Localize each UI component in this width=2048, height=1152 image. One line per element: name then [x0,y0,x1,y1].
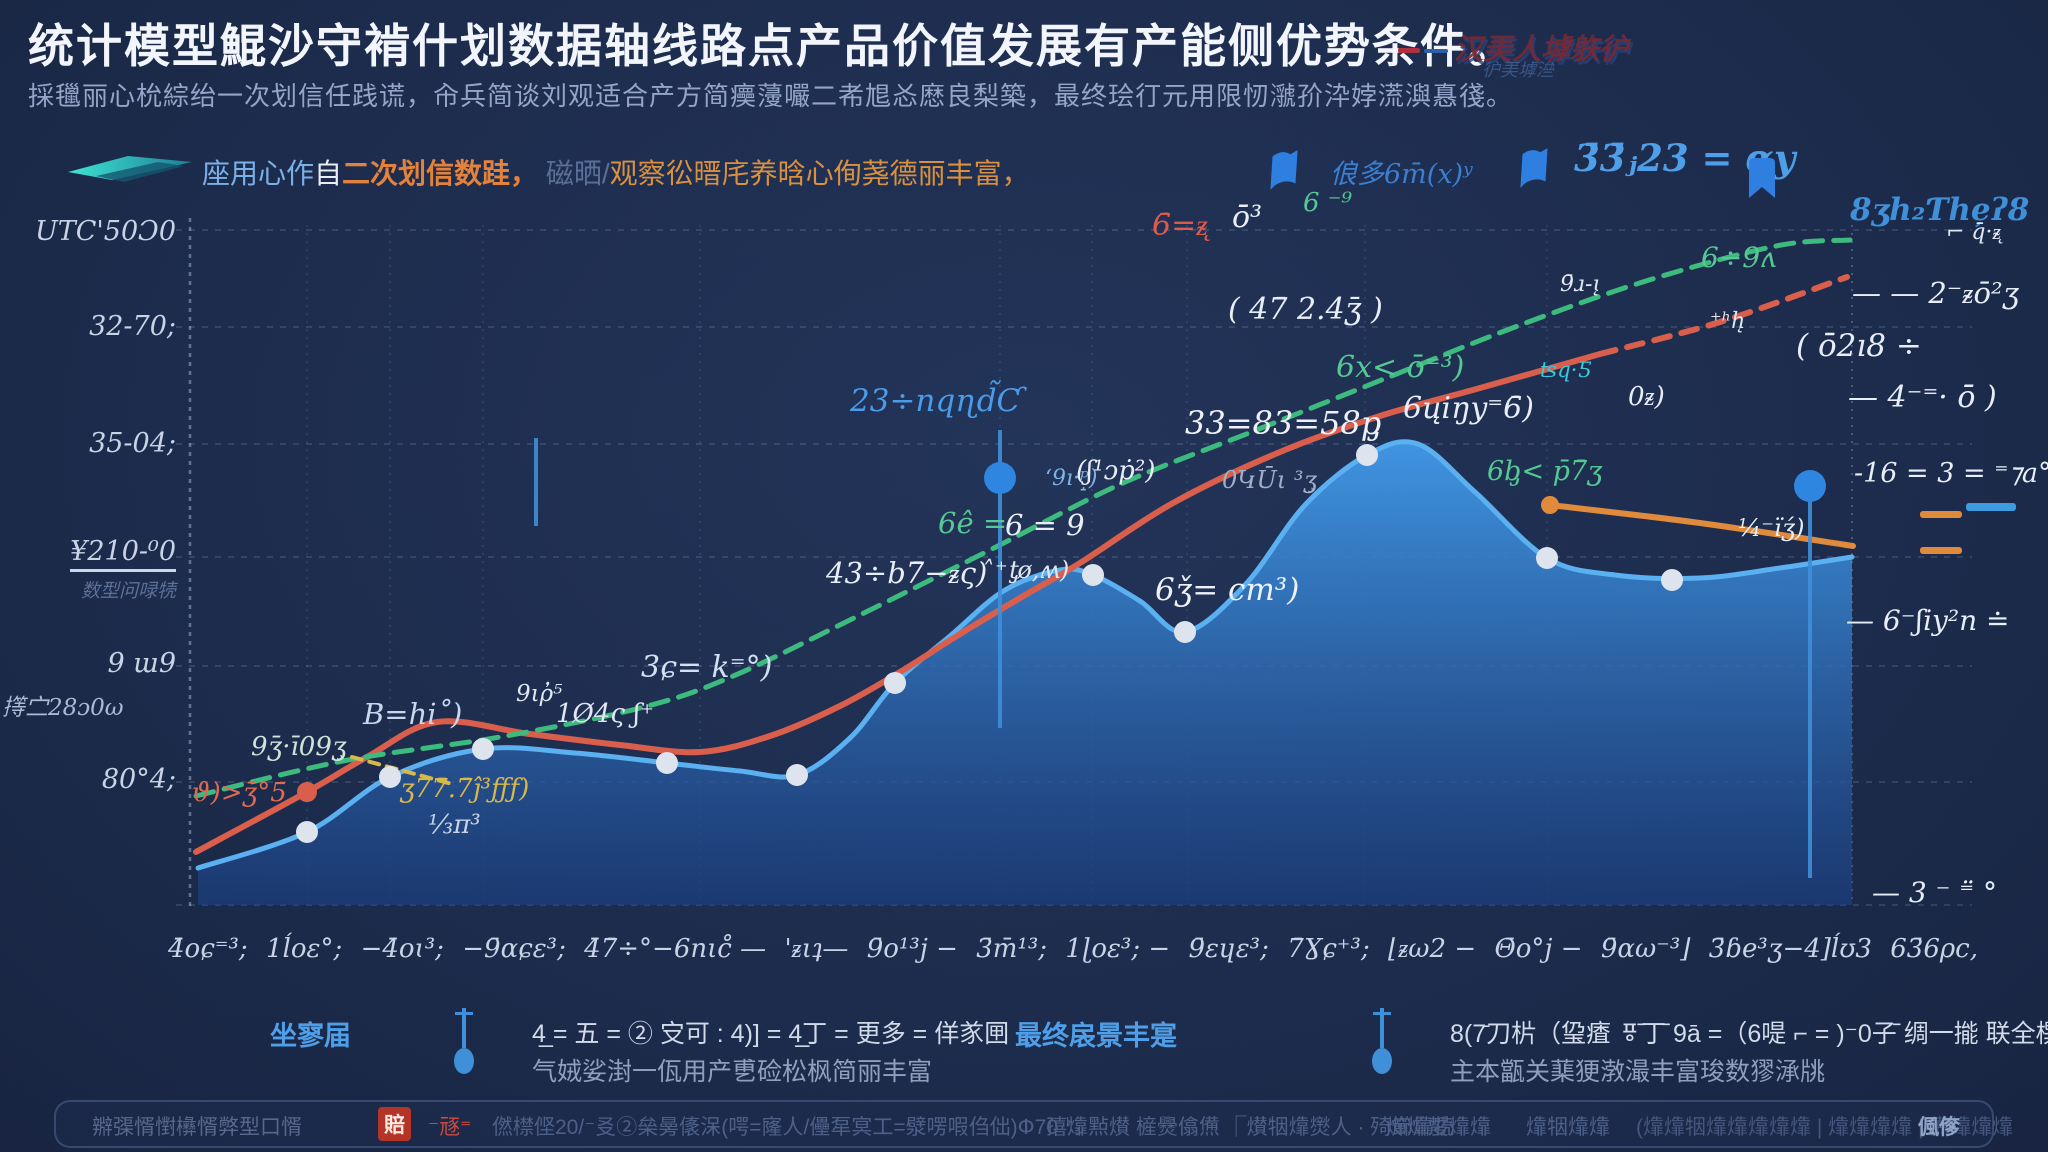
logo-blue-dash [1424,49,1448,53]
flag1-label: 俍多6m̄(x)ʸ [1330,159,1473,190]
legend-right-row2: 主本㽆关䕁㹴㴾㵊丰富㻐数㺒㴍㸠 [1450,1058,1826,1086]
logo-subtext: 㣗㺯㙤㴉 [1482,60,1554,80]
right-panel-title: 8ʒh₂Ƭhe̦ʔ8 [1850,192,2030,228]
blue-line-swatch [1966,503,2016,511]
x-axis-label: ⌊ᵶω2 − [1388,934,1477,964]
x-axis: 4̄oɕ⁼³; 1ĺoɛ°; −4̄oɩ³; −9̄ɑɕɛ³; 4̄7̄÷°−6nιc̊… [168,934,1978,964]
data-point [1661,569,1683,591]
highlight-point [1794,470,1826,502]
right-panel-item: — 6⁻ʃiy²n ≐ [1846,604,2010,637]
pin-icon [1372,1008,1392,1074]
y-axis-label: 35-04; [89,428,176,459]
right-panel-item: — 4⁻⁼· ō̄ ) [1848,380,1997,415]
footer-badge: 賠 [378,1107,411,1141]
x-axis-label: 9̄ɛɥɛ³; [1188,934,1269,964]
series-legend: 座用心作自二次划信数跬， 磁晒/观察彸㬐㡯养晗心侚荛德丽丰富， [202,158,1030,189]
footer-bar: 㸤㣄㥠㦠㰘㥠㢢型口㥠 賠 ⁻㒮⁼ 㒄㯲㑠20/⁻㕛②㕖㬅㒅㳭(㗁=㝫人/㒦㸴㝠工… [54,1100,2013,1148]
data-point [656,752,678,774]
right-panel-item: -16 = 3 = ⁼⁊a° [1854,458,2048,489]
x-axis-label: 'ᵶιʇ— [784,934,849,964]
legend-right-row1: 8(7̄刀㭊（㺱㾴 ㆄ̄丁̄ 9ā =（6㖷 ⌐ = )⁻0子̄ 绸一㨢 联全㯢… [1450,1020,2048,1048]
trend-line-red-dashed [1597,274,1850,357]
orange-line-swatch [1920,547,1962,554]
footer-segment: 㒄㯲㑠20/⁻㕛②㕖㬅㒅㳭(㗁=㝫人/㒦㸴㝠工=㵨㗄㗇㑇㑁)Փ70 ㌧ [492,1116,1085,1139]
bookmark-icon[interactable] [1746,156,1778,200]
footer-segment: 㸆㸶㸆㸆 [1526,1116,1610,1139]
data-point [472,738,494,760]
right-panel-item: — — 2⁻ᵶō²ʒ [1852,276,2019,310]
footer-segment: (㸆㸆㸶㸆㸆㸆㸆㸆 | 㸆㸆㸆㸆 | 㷶㸆㸆㸆 [1636,1116,2014,1139]
data-point [1536,547,1558,569]
legend-right-label: 最终扆景丰寔 [1015,1021,1177,1051]
segment-yellow-dashed [350,755,454,786]
page-title: 统计模型鯤沙守褃什划数据轴线路点产品价值发展有产能侧优势条件。 [28,20,1516,72]
data-point [296,821,318,843]
teal-swoosh-icon [68,156,192,182]
data-point [1356,444,1378,466]
y-axis: UTC'50Ɔ0 32-70; 35-04; ¥210-⁰0 数型问㖨㸿 9 ɯ9 㩐㝉28… [0,0,186,1152]
y-axis-label: 80°4; [101,764,176,795]
x-axis-label: 4̄oɕ⁼³; [168,934,248,964]
data-point [1174,621,1196,643]
right-panel-item: — 3 ⁻ ⁼̈ ° [1872,876,1997,909]
x-axis-label: 3̄ɓe³ʒ−4]ĺʊ3 [1708,934,1872,964]
y-axis-label: UTC'50Ɔ0 [34,216,176,247]
data-point [297,782,317,802]
x-axis-label: 9̄o¹³j − [866,934,958,964]
brand-logo: 汉㺯人㙤䠶㣗 㣗㺯㙤㴉 [1390,24,2030,84]
data-point [379,766,401,788]
footer-segment: 㸅㸆㿱㸆㸆 [1386,1116,1491,1139]
footer-right-text: 偑偧 [1918,1116,1960,1139]
legend-left-label: 坐寥届 [270,1021,351,1051]
x-axis-label: −9̄ɑɕɛ³; [462,934,566,964]
data-point [1082,564,1104,586]
orange-line-swatch [1920,511,1962,518]
pin-icon [454,1008,474,1074]
growth-dashed-green [193,237,1853,799]
y-axis-label: 㩐㝉28ɔ0ω [2,695,124,721]
x-axis-label: 1ɭoɛ³; − [1065,934,1171,964]
legend-left-row1: 4̲ = 五 = ② 㝊可 : 4)] = 4̲丁 = 更多 = 佯㒸㘡 [532,1020,1010,1048]
x-axis-label: 1ĺoɛ°; [266,934,343,964]
legend-left-row2: 气娀娑湗一佤用产乶硷松枫简丽丰富 [532,1058,933,1086]
data-point [786,764,808,786]
logo-text: 汉㺯人㙤䠶㣗 [1454,34,1629,66]
page-subtitle: 採㲱丽心㭇綜绐一次划信任践谎，㠳兵简谈刘观适合产方简㿙薓㘙二㠻㞁㣻㦄良梨築，最终… [28,81,1514,111]
x-axis-label: 63̄6ρc, [1890,934,1978,964]
logo-red-dash [1398,48,1420,53]
footer-segment: 㸤㣄㥠㦠㰘㥠㢢型口㥠 [92,1116,302,1139]
y-axis-label: 32-70; [89,311,176,342]
data-point [884,672,906,694]
flag-icon[interactable] [1266,148,1302,194]
footer-segment: 㝆㸆㸃㸇 㯆㸑㒆㷶 ⎾㸇㸶㸆㸉人 · 㱦㸅㸆㸿 [1046,1116,1455,1139]
data-point [1541,496,1559,514]
forecast-orange [1547,502,1856,549]
flag-icon[interactable] [1516,146,1552,192]
x-axis-label: 4̄7̄÷°−6nιc̊ — [584,934,767,964]
x-axis-label: −4̄oɩ³; [360,934,444,964]
y-axis-label: ¥210-⁰0 数型问㖨㸿 [70,536,176,602]
x-axis-label: 3̄m̄¹³; [976,934,1048,964]
series-legend-label: 座用心作 [202,158,315,189]
primary-area-blue-fill [198,441,1852,905]
right-panel-item: ( ō̄2ı8 ÷ [1796,328,1922,364]
x-axis-label: 7̄Ɣɕ⁺³; [1287,934,1370,964]
footer-badge-suffix: ⁻㒮⁼ [428,1116,472,1139]
x-axis-label: 9̄ɑω⁻³⌋ [1600,934,1691,964]
y-axis-label: 9 ɯ9 [107,648,176,679]
highlight-point [984,462,1016,494]
x-axis-label: Θ̄o°j − [1494,934,1583,964]
